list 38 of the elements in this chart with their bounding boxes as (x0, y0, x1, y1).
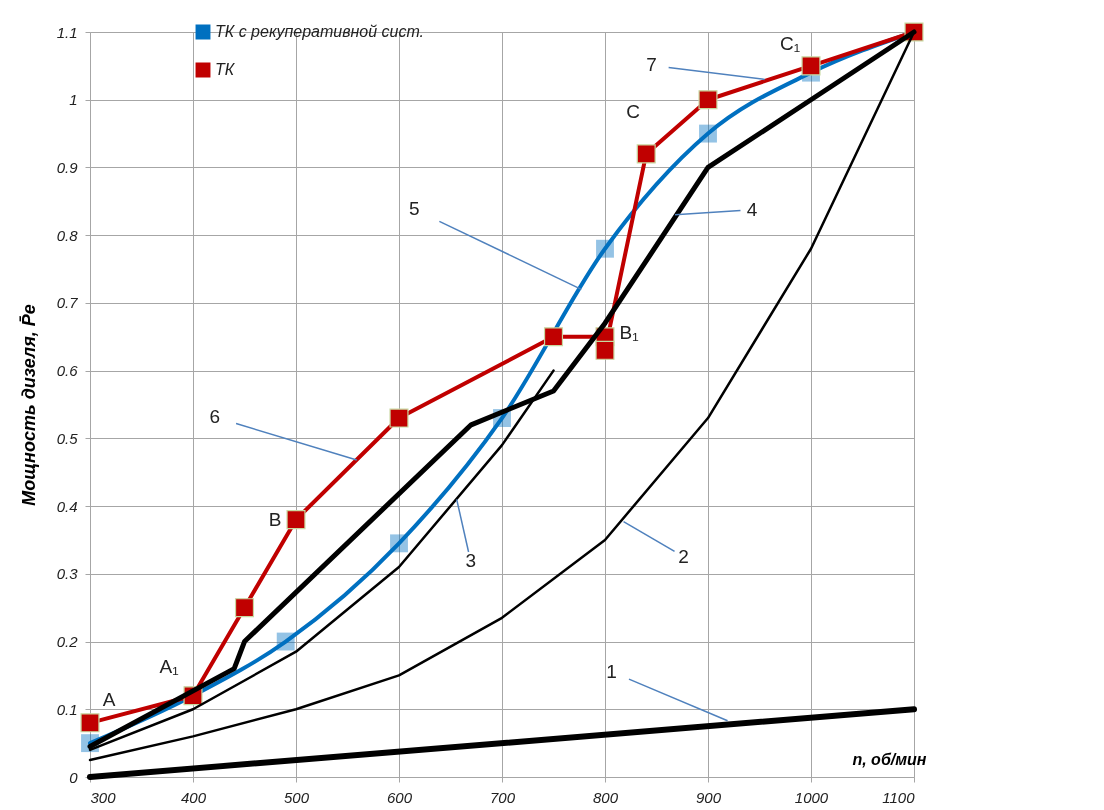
x-tick-label: 1000 (794, 788, 829, 806)
y-tick-label: 0.2 (56, 633, 79, 651)
annotation: 4 (746, 198, 758, 220)
legend-label: ТК с рекуперативной сист. (215, 23, 425, 40)
annotation: B₁ (619, 321, 639, 343)
annotation: 6 (209, 406, 221, 428)
annotation: C (626, 100, 641, 122)
x-tick-label: 1100 (882, 788, 916, 806)
annotation: 7 (646, 54, 657, 76)
y-tick-label: 0 (69, 768, 79, 786)
y-tick-label: 0.4 (56, 497, 78, 515)
y-tick-label: 0.9 (56, 158, 79, 176)
y-tick-label: 0.1 (56, 700, 78, 718)
y-tick-label: 0.6 (56, 362, 79, 380)
y-tick-label: 1.1 (56, 23, 78, 41)
y-tick-label: 0.5 (56, 429, 79, 447)
y-tick-label: 0.3 (56, 565, 79, 583)
annotation: A₁ (159, 655, 179, 677)
annotation: 5 (409, 198, 420, 220)
x-tick-label: 600 (386, 788, 413, 806)
annotation: C₁ (779, 32, 801, 54)
x-tick-label: 500 (283, 788, 310, 806)
annotation: B (268, 508, 282, 530)
y-tick-label: 1 (69, 91, 78, 109)
annotation: 1 (606, 660, 617, 682)
x-tick-label: 700 (489, 788, 516, 806)
y-tick-label: 0.8 (56, 226, 79, 244)
legend-label: ТК (215, 61, 236, 78)
y-axis-title: Мощность дизеля, P̄e (18, 304, 39, 506)
annotation: 2 (678, 545, 689, 567)
x-tick-label: 400 (180, 788, 207, 806)
annotation: A (102, 688, 116, 710)
x-tick-label: 900 (695, 788, 722, 806)
x-tick-label: 800 (592, 788, 619, 806)
y-tick-label: 0.7 (56, 294, 79, 312)
x-tick-label: 300 (90, 788, 117, 806)
annotation: 3 (465, 550, 476, 572)
x-axis-title: n, об/мин (852, 750, 927, 768)
